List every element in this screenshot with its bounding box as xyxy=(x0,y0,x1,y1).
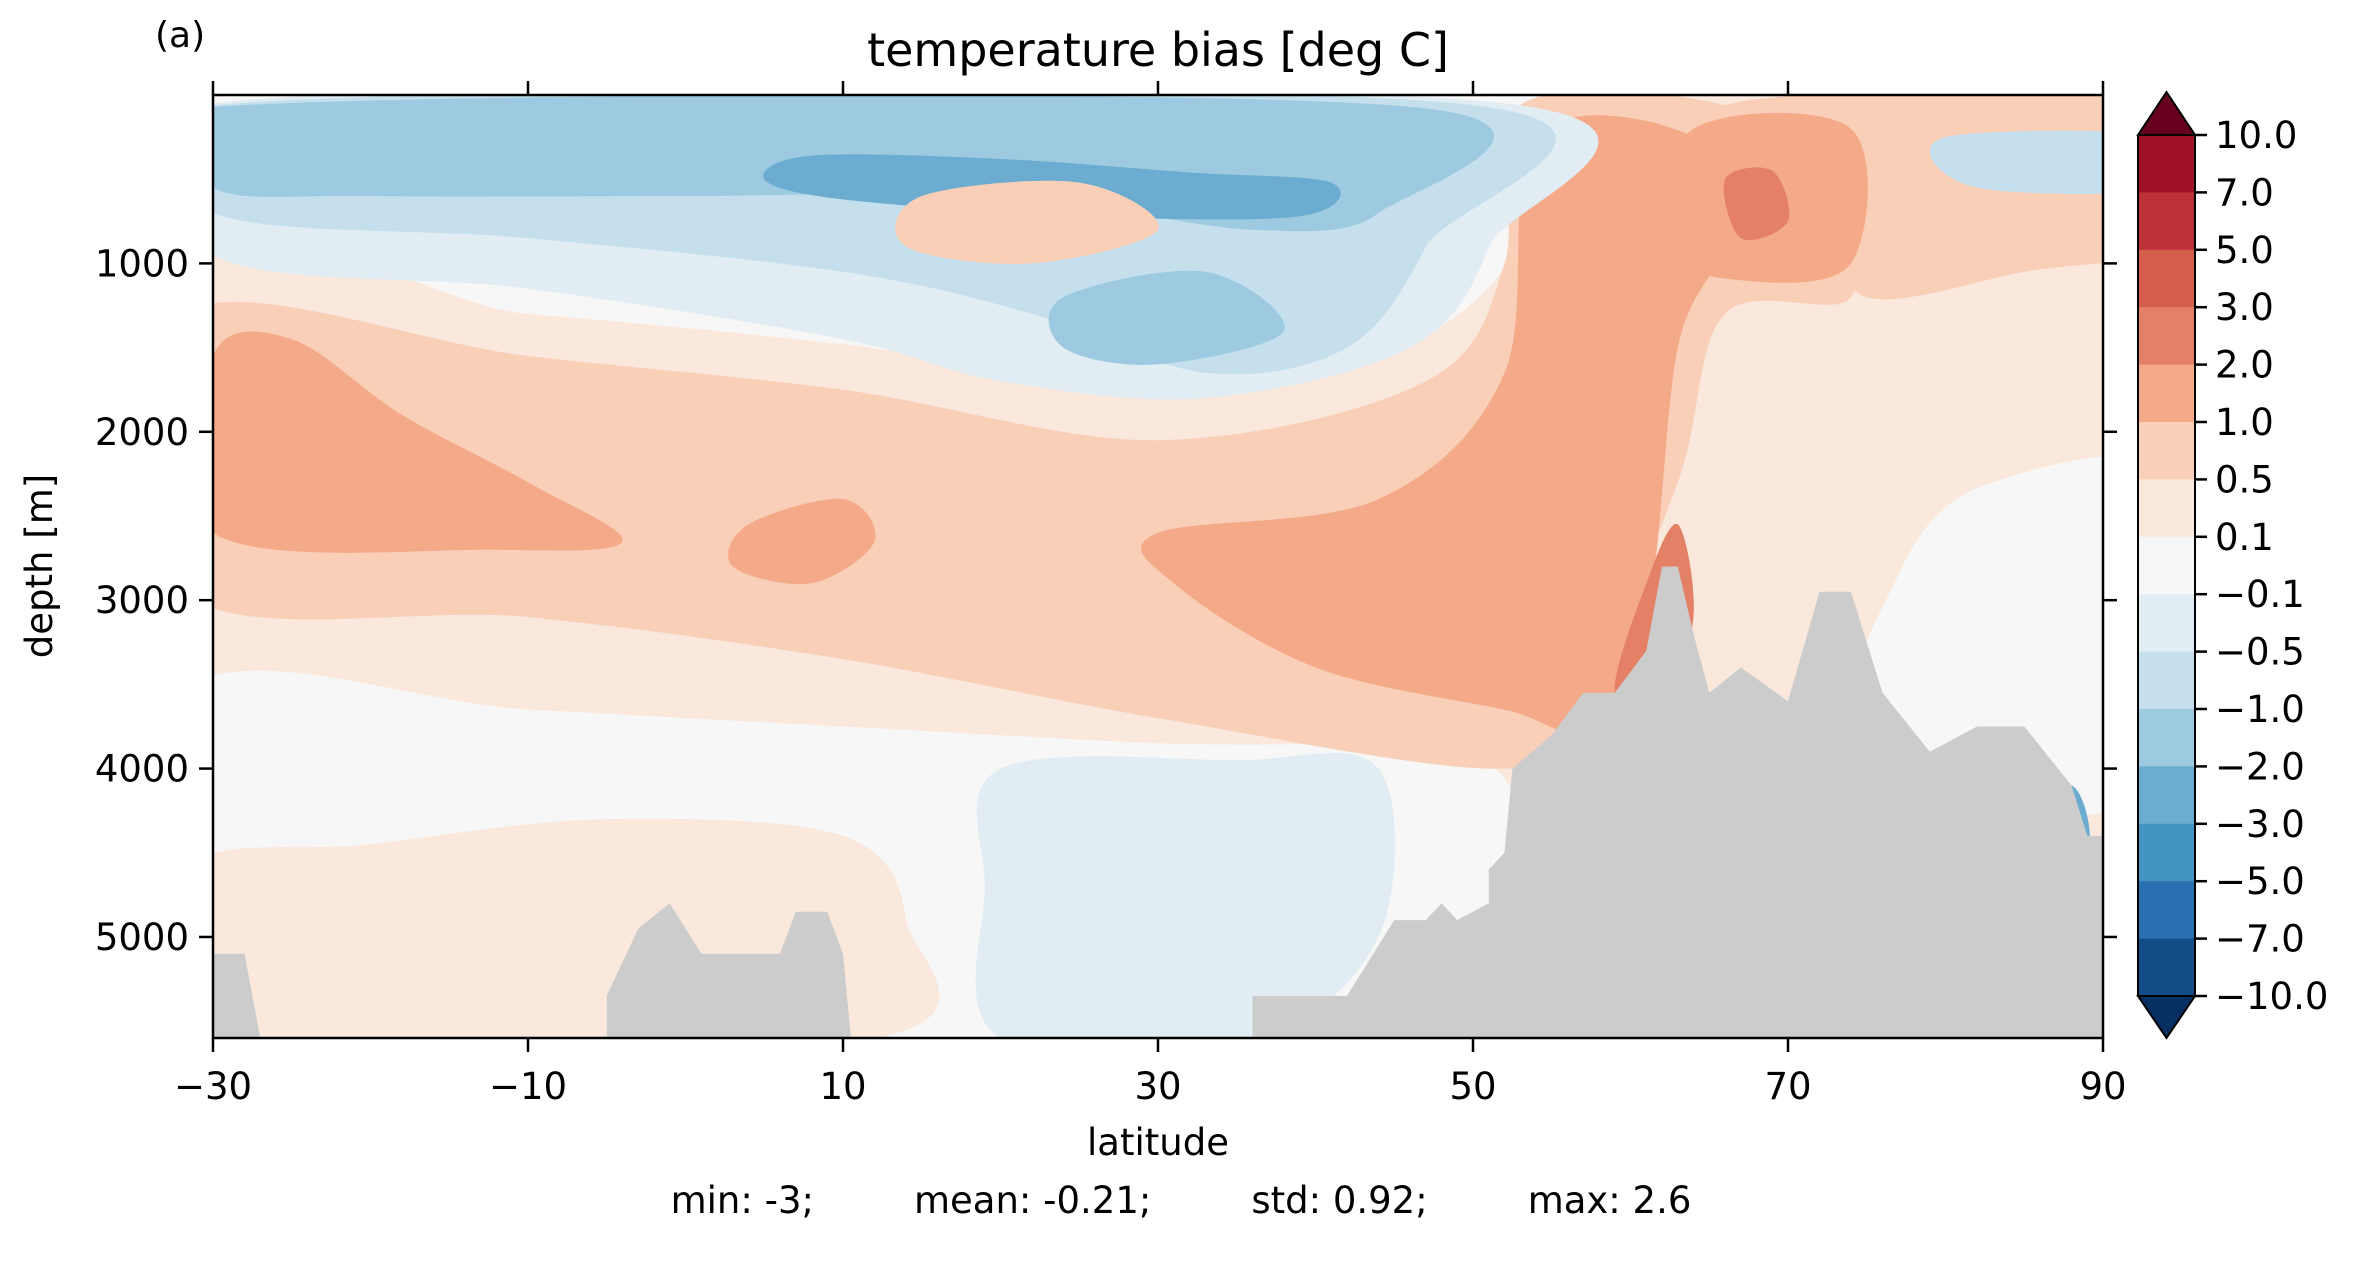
stat-min: min: -3; xyxy=(670,1178,814,1222)
y-tick-label: 3000 xyxy=(95,579,189,622)
bathymetry-mask xyxy=(213,566,2103,1038)
colorbar-extend-max xyxy=(2136,90,2197,136)
colorbar-tick-label: −1.0 xyxy=(2215,688,2305,731)
x-tick-label: 70 xyxy=(1764,1065,1811,1108)
y-tick-label: 2000 xyxy=(95,411,189,454)
colorbar: −10.0 −7.0 −5.0 −3.0 −2.0 −1.0 −0.5 −0.1 0.1 0.5 1… xyxy=(2136,90,2328,1040)
colorbar-tick-label: −0.5 xyxy=(2215,631,2305,674)
colorbar-bin xyxy=(2138,766,2195,825)
colorbar-bin xyxy=(2138,651,2195,710)
region-cool-strong-mid xyxy=(1048,270,1285,365)
colorbar-tick-label: 7.0 xyxy=(2215,171,2274,214)
region-warm-strong-north xyxy=(1141,115,1726,732)
colorbar-frame xyxy=(2137,134,2196,997)
colorbar-bin xyxy=(2138,709,2195,767)
colorbar-bin xyxy=(2138,881,2195,940)
colorbar-tick-label: −5.0 xyxy=(2215,860,2305,903)
colorbar-bin xyxy=(2138,249,2195,308)
colorbar-bin xyxy=(2138,594,2195,653)
colorbar-tick-label: −3.0 xyxy=(2215,803,2305,846)
region-warm-strong-south xyxy=(213,331,623,553)
x-tick-label: 90 xyxy=(2079,1065,2126,1108)
y-tick-label: 1000 xyxy=(95,242,189,285)
x-axis-label: latitude xyxy=(1087,1121,1229,1164)
colorbar-bin xyxy=(2138,823,2195,882)
y-axis-label: depth [m] xyxy=(18,474,61,658)
colorbar-tick-label: 0.5 xyxy=(2215,458,2274,501)
colorbar-bin xyxy=(2138,479,2195,538)
colorbar-bin xyxy=(2138,307,2195,366)
y-tick-label: 4000 xyxy=(95,748,189,791)
colorbar-tick-label: 1.0 xyxy=(2215,401,2274,444)
x-tick-label: −10 xyxy=(489,1065,567,1108)
stats-line: min: -3; mean: -0.21; std: 0.92; max: 2.… xyxy=(0,1170,2362,1230)
colorbar-bin xyxy=(2138,536,2195,595)
stat-mean: mean: -0.21; xyxy=(913,1178,1152,1222)
colorbar-tick-label: −7.0 xyxy=(2215,918,2305,961)
colorbar-bin xyxy=(2138,938,2195,997)
colorbar-bin xyxy=(2138,364,2195,423)
colorbar-tick-label: −10.0 xyxy=(2215,975,2328,1018)
colorbar-bin xyxy=(2138,192,2195,251)
panel-label: (a) xyxy=(155,15,205,56)
x-tick-label: −30 xyxy=(174,1065,252,1108)
region-cool-ne xyxy=(1929,130,2103,194)
x-tick-label: 10 xyxy=(819,1065,866,1108)
colorbar-tick-label: 5.0 xyxy=(2215,229,2274,272)
colorbar-tick-label: −2.0 xyxy=(2215,745,2305,788)
colorbar-bin xyxy=(2138,422,2195,480)
plot-area xyxy=(213,95,2103,1038)
chart-title: temperature bias [deg C] xyxy=(867,23,1449,77)
region-cool-deep xyxy=(975,752,1396,1038)
region-warm-lens xyxy=(895,180,1159,264)
colorbar-tick-label: 2.0 xyxy=(2215,344,2274,387)
y-tick-label: 5000 xyxy=(95,916,189,959)
colorbar-tick-label: 3.0 xyxy=(2215,286,2274,329)
region-warm-strong-mid xyxy=(728,498,876,585)
x-tick-label: 50 xyxy=(1449,1065,1496,1108)
x-tick-label: 30 xyxy=(1134,1065,1181,1108)
colorbar-tick-label: 10.0 xyxy=(2215,114,2297,157)
x-axis: −30 −10 10 30 50 70 90 xyxy=(174,81,2127,1108)
colorbar-bin xyxy=(2138,135,2195,193)
colorbar-extend-min xyxy=(2136,995,2197,1040)
region-warm-hot-ne xyxy=(1723,167,1790,241)
colorbar-tick-label: 0.1 xyxy=(2215,516,2274,559)
stat-max: max: 2.6 xyxy=(1527,1178,1692,1222)
y-axis: 1000 2000 3000 4000 5000 xyxy=(95,242,2117,959)
stat-std: std: 0.92; xyxy=(1251,1178,1428,1222)
colorbar-tick-label: −0.1 xyxy=(2215,573,2305,616)
